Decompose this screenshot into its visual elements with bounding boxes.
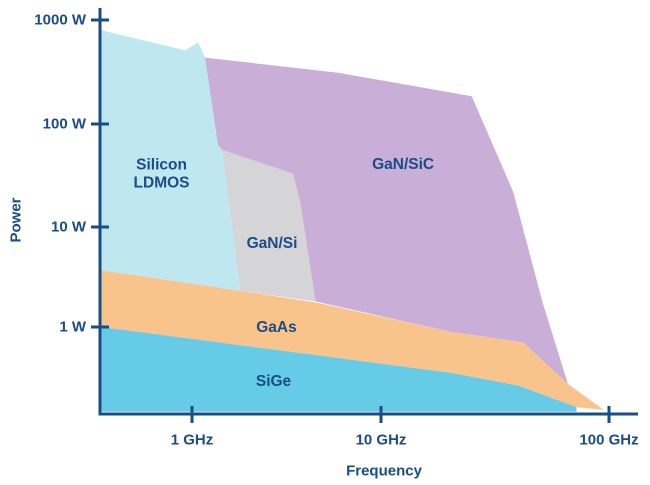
x-axis-title: Frequency — [346, 463, 423, 480]
region-gan-si — [221, 149, 316, 302]
region-gan-sic — [204, 57, 568, 384]
region-gaas — [101, 270, 604, 410]
region-silicon-ldmos — [101, 30, 241, 291]
region-label-gan-si: GaN/Si — [247, 235, 298, 252]
axes-layer — [98, 8, 638, 416]
y-axis-title: Power — [8, 197, 25, 242]
tick-labels-layer: 1 GHz 10 GHz 100 GHz 1000 W 100 W 10 W 1 W — [34, 12, 638, 449]
x-tick-label-1-ghz: 1 GHz — [171, 432, 214, 449]
region-label-silicon-ldmos: Silicon LDMOS — [134, 156, 190, 191]
ticks-layer — [91, 18, 611, 423]
y-tick-label-1-w: 1 W — [59, 319, 87, 336]
region-sige — [101, 327, 577, 412]
y-tick-label-1000-w: 1000 W — [34, 12, 87, 29]
region-label-gan-sic: GaN/SiC — [372, 155, 434, 172]
region-labels-layer: GaN/SiC GaN/Si Silicon LDMOS GaAs SiGe — [134, 155, 435, 389]
y-tick-label-10-w: 10 W — [51, 219, 87, 236]
region-label-sige: SiGe — [256, 372, 292, 389]
x-tick-label-10-ghz: 10 GHz — [356, 432, 407, 449]
regions-layer — [101, 30, 604, 412]
y-tick-label-100-w: 100 W — [43, 116, 87, 133]
region-label-gaas: GaAs — [256, 319, 297, 336]
x-tick-label-100-ghz: 100 GHz — [579, 432, 638, 449]
